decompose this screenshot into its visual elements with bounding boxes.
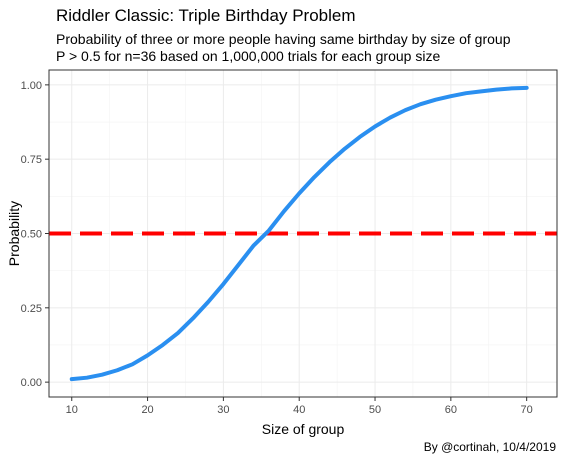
chart-caption: By @cortinah, 10/4/2019 <box>423 440 556 454</box>
x-tick-label: 50 <box>369 404 381 416</box>
chart-subtitle-line-2: P > 0.5 for n=36 based on 1,000,000 tria… <box>56 48 441 64</box>
x-tick-label: 20 <box>141 404 153 416</box>
x-tick-label: 60 <box>445 404 457 416</box>
x-axis-title: Size of group <box>262 421 345 437</box>
x-tick-label: 70 <box>521 404 533 416</box>
y-tick-label: 1.00 <box>21 80 42 92</box>
x-tick-label: 40 <box>293 404 305 416</box>
y-tick-label: 0.75 <box>21 154 42 166</box>
chart-subtitle-line-1: Probability of three or more people havi… <box>56 31 511 47</box>
x-tick-label: 10 <box>66 404 78 416</box>
chart-title: Riddler Classic: Triple Birthday Problem <box>56 6 356 25</box>
probability-curve <box>69 85 529 382</box>
x-tick-label: 30 <box>217 404 229 416</box>
y-axis-title: Probability <box>6 201 22 266</box>
y-tick-label: 0.50 <box>21 229 42 241</box>
y-tick-label: 0.25 <box>21 303 42 315</box>
y-tick-label: 0.00 <box>21 377 42 389</box>
